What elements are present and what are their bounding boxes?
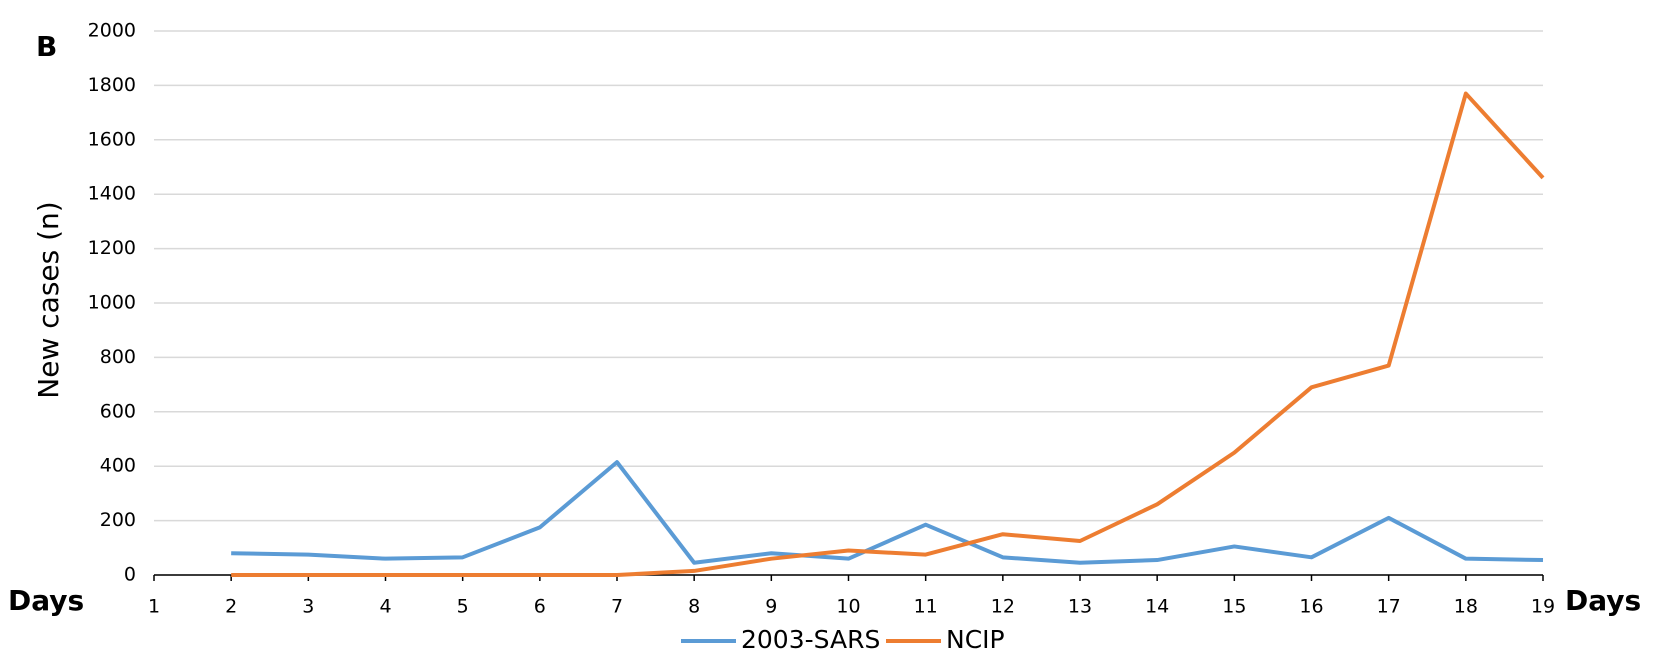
x-tick-label: 16: [1299, 596, 1323, 618]
y-tick-label: 400: [100, 455, 136, 477]
y-tick-label: 1400: [88, 183, 136, 205]
x-tick-label: 6: [534, 596, 546, 618]
x-tick-label: 9: [765, 596, 777, 618]
series-line: [231, 460, 1544, 565]
y-tick-label: 1000: [88, 292, 136, 314]
x-tick-label: 2: [225, 596, 237, 618]
x-tick-label: 5: [457, 596, 469, 618]
x-tick-label: 13: [1068, 596, 1092, 618]
x-tick-label: 7: [611, 596, 623, 618]
x-tick-label: 19: [1531, 596, 1555, 618]
y-tick-label: 1600: [88, 128, 136, 150]
y-tick-label: 1200: [88, 237, 136, 259]
x-tick-label: 12: [991, 596, 1015, 618]
x-tick-label: 1: [148, 596, 160, 618]
legend-label: NCIP: [946, 625, 1005, 654]
x-tick-label: 8: [688, 596, 700, 618]
x-tick-label: 11: [914, 596, 938, 618]
y-tick-label: 1800: [88, 74, 136, 96]
x-tick-label: 4: [379, 596, 391, 618]
panel-label: B: [36, 30, 57, 63]
y-tick-label: 200: [100, 509, 136, 531]
x-axis-title: Days: [1565, 584, 1641, 617]
x-tick-label: 17: [1377, 596, 1401, 618]
y-axis-title: New cases (n): [32, 201, 65, 398]
legend-label: 2003-SARS: [741, 625, 880, 654]
x-tick-label: 14: [1145, 596, 1169, 618]
x-axis-title: Days: [8, 584, 84, 617]
series-line: [231, 91, 1545, 577]
x-tick-label: 3: [302, 596, 314, 618]
y-tick-label: 800: [100, 346, 136, 368]
x-tick-label: 10: [836, 596, 860, 618]
y-tick-label: 0: [124, 564, 136, 586]
x-tick-label: 15: [1222, 596, 1246, 618]
y-tick-label: 600: [100, 400, 136, 422]
y-tick-label: 2000: [88, 20, 136, 42]
x-tick-label: 18: [1454, 596, 1478, 618]
